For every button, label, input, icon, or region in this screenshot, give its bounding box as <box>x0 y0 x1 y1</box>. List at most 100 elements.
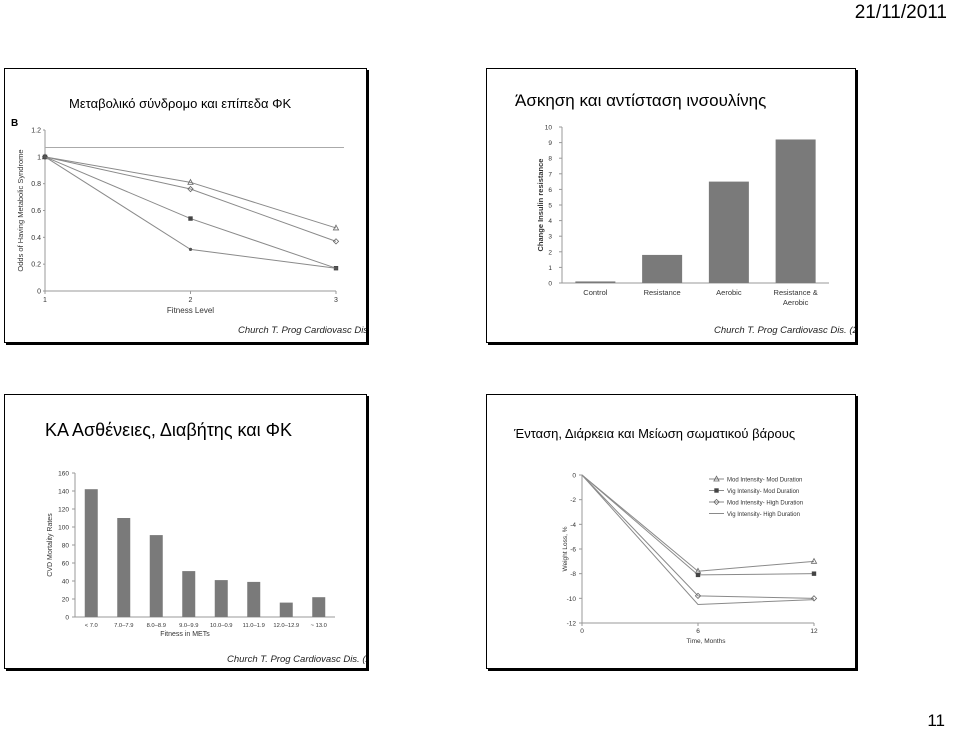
data-point <box>810 557 818 564</box>
citation: Church T. Prog Cardiovasc Dis. (201 <box>238 325 366 336</box>
x-tick-label: 12.0–12.9 <box>273 623 299 629</box>
y-tick-label: 140 <box>58 489 69 496</box>
slide-title: Άσκηση και αντίσταση ινσουλίνης <box>515 91 767 110</box>
panel-label: B <box>11 118 18 129</box>
bar <box>182 571 196 617</box>
y-tick-label: 0.4 <box>31 235 41 242</box>
x-tick-label: Aerobic <box>716 288 742 297</box>
y-tick-label: 100 <box>58 525 69 532</box>
slide-insulin: Άσκηση και αντίσταση ινσουλίνης 0 1 2 3 4 5 6 7… <box>486 68 856 343</box>
x-tick-label: Resistance & <box>774 288 818 297</box>
series-line <box>581 474 815 599</box>
header-date: 21/11/2011 <box>854 2 947 23</box>
bar <box>247 581 261 617</box>
bar <box>708 181 749 283</box>
y-tick-label: 0 <box>548 281 552 288</box>
y-tick-label: 5 <box>548 203 552 210</box>
y-tick-label: 120 <box>58 507 69 514</box>
x-tick-label: 11.0–1.9 <box>243 623 265 629</box>
y-axis-label: Odds of Having Metabolic Syndrome <box>16 149 25 271</box>
bar <box>312 597 326 617</box>
y-tick-label: 0.8 <box>31 181 41 188</box>
x-tick-label: 0 <box>580 628 584 635</box>
series-line <box>581 474 815 606</box>
bar <box>214 580 228 617</box>
y-tick-label: 1 <box>37 154 41 161</box>
x-tick-label: < 7.0 <box>85 623 98 629</box>
x-tick-label: 3 <box>334 297 338 304</box>
x-tick-label: 7.0–7.9 <box>114 623 133 629</box>
bar <box>775 139 816 283</box>
y-tick-label: 2 <box>548 249 552 256</box>
y-tick-label: 0 <box>65 615 69 622</box>
x-axis-label: Fitness Level <box>167 306 214 315</box>
cvd-chart: 0 20 40 60 80 100 120 140 160 CVD Mortality Rates… <box>47 471 335 638</box>
y-tick-label: 0.6 <box>31 208 41 215</box>
x-tick-label: 8.0–8.9 <box>147 623 166 629</box>
x-tick-label: ~ 13.0 <box>311 623 327 629</box>
y-tick-label: 7 <box>548 171 552 178</box>
y-tick-label: 80 <box>62 543 70 550</box>
legend-label: Mod Intensity- Mod Duration <box>727 477 802 483</box>
insulin-chart: 0 1 2 3 4 5 6 7 8 9 10 Change Insulin resistance Con… <box>536 125 829 307</box>
y-tick-label: 60 <box>62 561 70 568</box>
y-tick-label: 160 <box>58 471 69 478</box>
data-point <box>332 238 340 245</box>
x-tick-label: 1 <box>43 297 47 304</box>
series-line <box>44 156 337 229</box>
metabolic-chart: B 0 0.2 0.4 0.6 0.8 1 1.2 1 2 3 Fitness Level Odds … <box>11 118 344 315</box>
y-tick-label: 0 <box>37 289 41 296</box>
data-point <box>43 155 47 159</box>
y-tick-label: -8 <box>570 571 576 578</box>
legend-label: Mod Intensity- High Duration <box>727 500 803 506</box>
x-tick-label: Resistance <box>644 288 681 297</box>
x-tick-label: 6 <box>696 628 700 635</box>
legend-label: Vig Intensity- High Duration <box>727 512 800 518</box>
y-axis-label: Weight Loss, % <box>562 526 569 571</box>
data-point <box>695 572 701 578</box>
bar <box>575 281 616 283</box>
bar <box>149 535 163 617</box>
y-tick-label: 3 <box>548 234 552 241</box>
y-tick-label: -2 <box>570 497 576 504</box>
data-point <box>694 592 702 600</box>
y-tick-label: -10 <box>567 596 577 603</box>
y-tick-label: -6 <box>570 547 576 554</box>
slide-title: Ένταση, Διάρκεια και Μείωση σωματικού βά… <box>514 426 796 441</box>
series-line <box>44 156 337 269</box>
x-tick-label: 2 <box>189 297 193 304</box>
y-tick-label: 0 <box>572 473 576 480</box>
citation: Church T. Prog Cardiovasc Dis. (2011) <box>714 325 855 336</box>
y-tick-label: 4 <box>548 218 552 225</box>
slide-cvd: ΚΑ Ασθένειες, Διαβήτης και ΦΚ 0 20 40 60 80 1… <box>4 394 367 669</box>
slide-title: Μεταβολικό σύνδρομο και επίπεδα ΦΚ <box>69 96 292 111</box>
bar <box>84 489 98 617</box>
data-point <box>811 571 817 576</box>
data-point <box>187 178 194 185</box>
legend-label: Vig Intensity- Mod Duration <box>727 489 799 495</box>
y-tick-label: -12 <box>567 621 577 628</box>
data-point <box>713 475 720 482</box>
slide-weight: Ένταση, Διάρκεια και Μείωση σωματικού βά… <box>486 394 856 669</box>
y-tick-label: 1.2 <box>31 128 41 135</box>
data-point <box>332 224 340 231</box>
x-tick-label: Aerobic <box>783 298 809 307</box>
bar <box>279 602 293 617</box>
series-line <box>44 156 337 269</box>
series-line <box>44 156 337 242</box>
y-tick-label: 6 <box>548 187 552 194</box>
y-tick-label: 40 <box>62 579 70 586</box>
y-tick-label: 9 <box>548 140 552 147</box>
series-line <box>581 474 815 572</box>
data-point <box>188 216 193 221</box>
x-tick-label: Control <box>583 288 608 297</box>
slide-metabolic: Μεταβολικό σύνδρομο και επίπεδα ΦΚ B 0 0.… <box>4 68 367 343</box>
y-tick-label: 1 <box>548 265 552 272</box>
bar <box>117 518 131 617</box>
x-axis-label: Time, Months <box>686 638 726 645</box>
data-point <box>810 595 818 602</box>
x-tick-label: 9.0–9.9 <box>179 623 198 629</box>
y-tick-label: 8 <box>548 156 552 163</box>
y-axis-label: Change Insulin resistance <box>536 159 545 252</box>
